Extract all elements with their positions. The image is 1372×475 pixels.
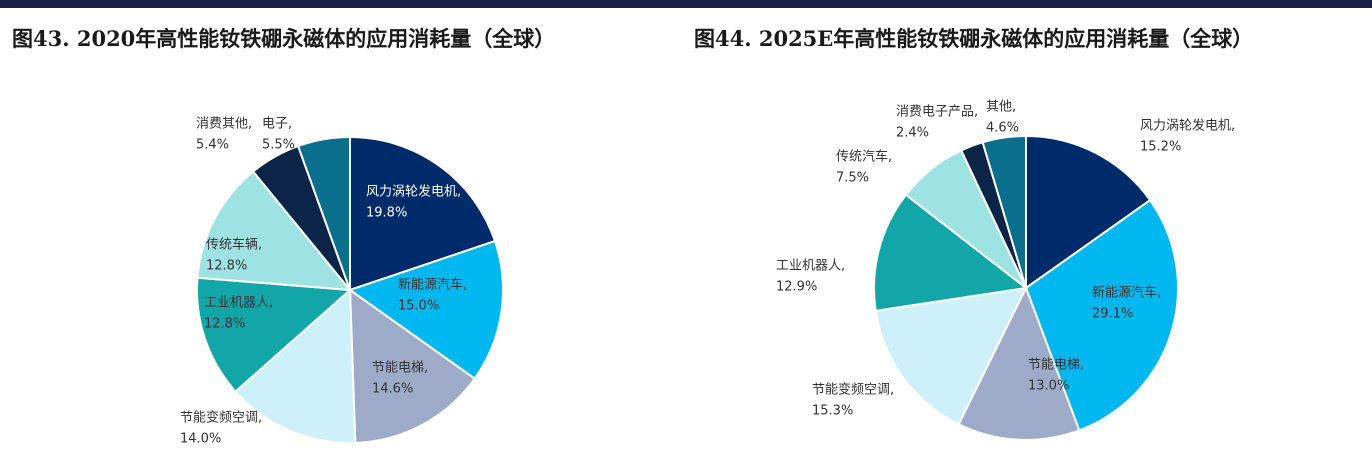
pie-slice	[957, 285, 1081, 441]
slice-value-label: 7.5%	[836, 171, 869, 186]
pie-slice	[349, 135, 497, 292]
slice-value-label: 15.3%	[812, 404, 853, 419]
slice-category: 其他,	[986, 100, 1016, 115]
slice-value-label: 15.0%	[398, 299, 439, 314]
slice-value-label: 19.8%	[366, 206, 407, 221]
slice-value-label: 12.9%	[776, 280, 817, 295]
chart-title: 图44. 2025E年高性能钕铁硼永磁体的应用消耗量（全球）	[694, 26, 1253, 51]
pie-slice	[1025, 134, 1152, 290]
slice-value-label: 14.0%	[180, 432, 221, 447]
slice-category: 传统汽车,	[836, 149, 892, 165]
slice-value-label: 15.2%	[1140, 140, 1181, 155]
pie-slice	[196, 276, 353, 393]
slice-category: 节能电梯,	[1028, 358, 1084, 373]
slice-category: 节能变频空调,	[180, 410, 262, 426]
slice-category: 传统车辆,	[206, 237, 262, 253]
pie-slice	[981, 134, 1027, 289]
slice-value-label: 14.6%	[372, 382, 413, 397]
slice-value-label: 5.5%	[262, 138, 295, 153]
pie-slice	[348, 288, 477, 444]
slice-category: 消费其他,	[196, 117, 252, 132]
slice-category: 节能变频空调,	[812, 382, 894, 398]
slice-category: 新能源汽车,	[398, 277, 467, 293]
slice-category: 电子,	[262, 117, 292, 132]
pie-slice	[234, 287, 357, 444]
slice-category: 节能电梯,	[372, 361, 428, 376]
pie-slice	[873, 193, 1029, 312]
slice-value-label: 29.1%	[1092, 307, 1133, 322]
slice-category: 新能源汽车,	[1092, 285, 1161, 301]
slice-value-label: 12.8%	[204, 317, 245, 332]
slice-value-label: 12.8%	[206, 259, 247, 274]
slice-category: 风力涡轮发电机,	[1140, 118, 1235, 134]
slice-category: 消费电子产品,	[896, 105, 978, 120]
pie-slice	[347, 239, 504, 381]
chart-title: 图43. 2020年高性能钕铁硼永磁体的应用消耗量（全球）	[12, 26, 555, 51]
slice-category: 风力涡轮发电机,	[366, 184, 461, 200]
pie-slice	[874, 286, 1028, 426]
slice-value-label: 5.4%	[196, 138, 229, 153]
top-bar	[0, 0, 1372, 8]
slice-category: 工业机器人,	[776, 259, 845, 274]
pie-slice	[296, 135, 351, 291]
slice-value-label: 4.6%	[986, 121, 1019, 136]
slice-value-label: 2.4%	[896, 126, 929, 141]
pie-slice	[1024, 198, 1179, 432]
pie-slice	[196, 170, 353, 292]
slice-value-label: 13.0%	[1028, 379, 1069, 394]
slice-category: 工业机器人,	[204, 296, 273, 311]
